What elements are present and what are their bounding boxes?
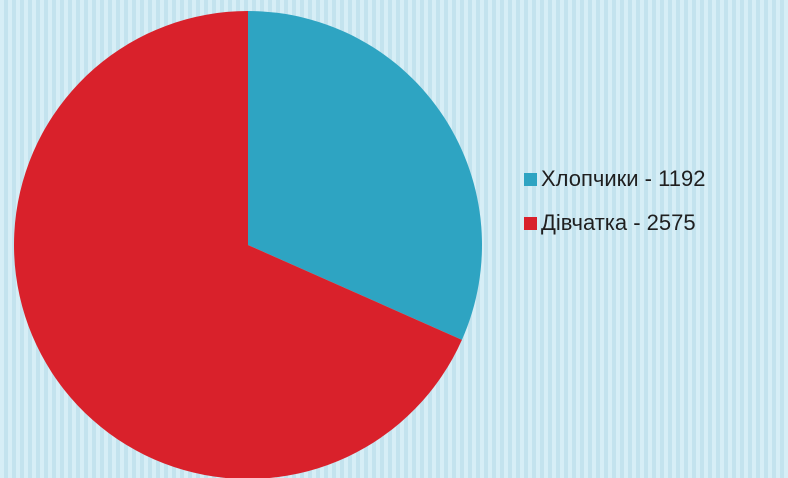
- pie-slice: [248, 11, 483, 340]
- legend-label: Дівчатка - 2575: [541, 210, 696, 235]
- legend-item: Хлопчики - 1192: [524, 164, 721, 194]
- legend-swatch: [524, 173, 537, 186]
- legend-swatch: [524, 217, 537, 230]
- legend-label: Хлопчики - 1192: [541, 166, 706, 191]
- pie-slice: [14, 11, 462, 478]
- legend-item: Дівчатка - 2575: [524, 208, 721, 238]
- legend: Хлопчики - 1192 Дівчатка - 2575: [524, 164, 721, 252]
